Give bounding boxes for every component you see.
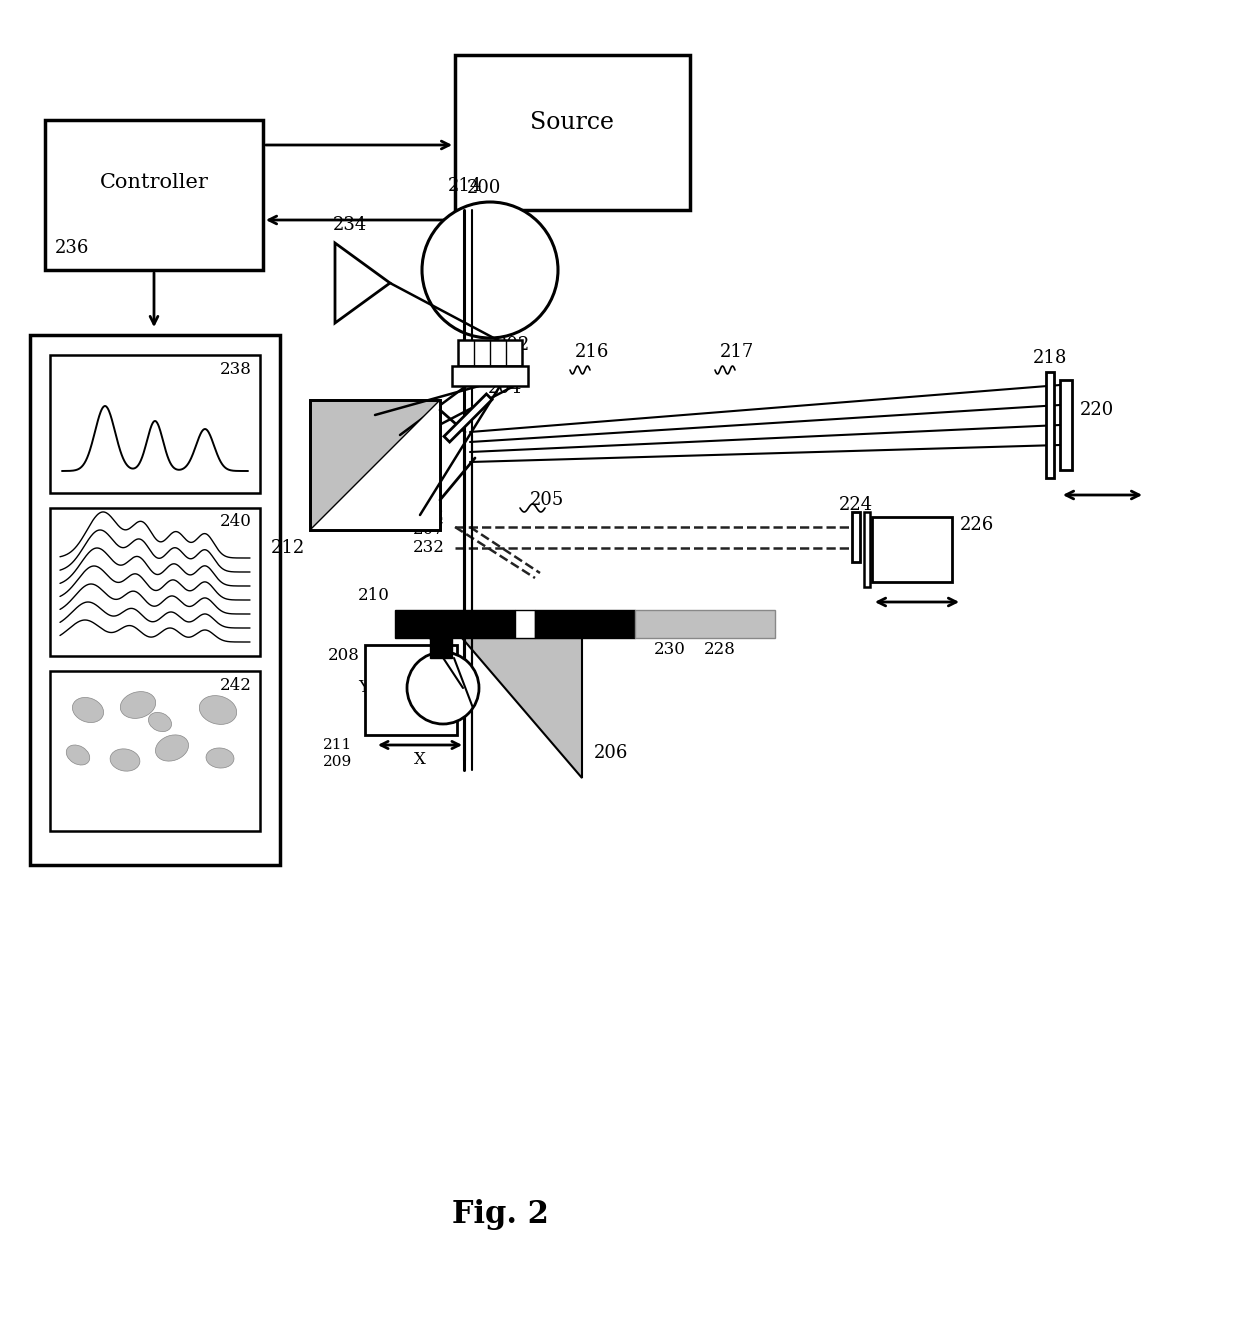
Text: 207: 207 <box>413 521 445 538</box>
Text: 232: 232 <box>413 539 445 557</box>
Text: 211: 211 <box>322 739 352 752</box>
Polygon shape <box>444 394 492 442</box>
Text: 205: 205 <box>529 491 564 509</box>
Bar <box>30 335 280 865</box>
Circle shape <box>407 652 479 724</box>
Bar <box>365 645 458 735</box>
Text: Fig. 2: Fig. 2 <box>451 1199 548 1231</box>
Bar <box>50 355 260 493</box>
Text: X: X <box>414 752 425 769</box>
Circle shape <box>422 202 558 338</box>
Bar <box>515 609 534 638</box>
Bar <box>458 340 522 365</box>
Text: Y: Y <box>358 679 370 696</box>
Ellipse shape <box>155 735 188 761</box>
Text: Controller: Controller <box>99 174 208 193</box>
Text: 202: 202 <box>496 336 531 353</box>
Text: 209: 209 <box>322 754 352 769</box>
Ellipse shape <box>206 748 234 768</box>
Text: 240: 240 <box>221 513 252 530</box>
Text: 230: 230 <box>653 641 686 658</box>
Ellipse shape <box>66 745 89 765</box>
Ellipse shape <box>200 695 237 724</box>
Text: 242: 242 <box>221 677 252 694</box>
Text: 224: 224 <box>839 496 873 514</box>
Bar <box>455 55 689 210</box>
Text: 218: 218 <box>1033 350 1068 367</box>
Bar <box>50 508 260 656</box>
Text: 220: 220 <box>1080 401 1115 419</box>
Bar <box>1060 380 1073 470</box>
Bar <box>864 512 870 587</box>
Bar <box>310 400 440 530</box>
Text: 210: 210 <box>358 587 391 604</box>
Text: 234: 234 <box>332 216 367 233</box>
Bar <box>430 638 453 658</box>
Bar <box>534 609 635 638</box>
Text: Source: Source <box>531 111 615 135</box>
Text: 208: 208 <box>329 646 360 663</box>
Polygon shape <box>310 400 440 530</box>
Bar <box>852 512 861 562</box>
Ellipse shape <box>110 749 140 772</box>
Text: 217: 217 <box>720 343 754 361</box>
Text: 204: 204 <box>489 379 522 397</box>
Ellipse shape <box>149 712 171 732</box>
Bar <box>1047 372 1054 477</box>
Bar <box>45 120 263 270</box>
Text: 212: 212 <box>270 539 305 557</box>
Bar <box>635 609 775 638</box>
Bar <box>872 517 952 582</box>
Text: 228: 228 <box>704 641 735 658</box>
Text: 206: 206 <box>594 744 629 762</box>
Text: 238: 238 <box>221 360 252 377</box>
Bar <box>453 365 528 386</box>
Text: 222: 222 <box>413 506 445 524</box>
Polygon shape <box>335 243 391 323</box>
Text: 216: 216 <box>575 343 609 361</box>
Text: 226: 226 <box>960 516 994 534</box>
Text: 200: 200 <box>467 179 501 197</box>
Ellipse shape <box>72 698 104 723</box>
Bar <box>310 400 440 530</box>
Bar <box>50 671 260 831</box>
Polygon shape <box>463 638 582 778</box>
Text: 236: 236 <box>55 239 89 257</box>
Bar <box>396 609 515 638</box>
Ellipse shape <box>120 691 156 719</box>
Text: 214: 214 <box>448 177 482 195</box>
